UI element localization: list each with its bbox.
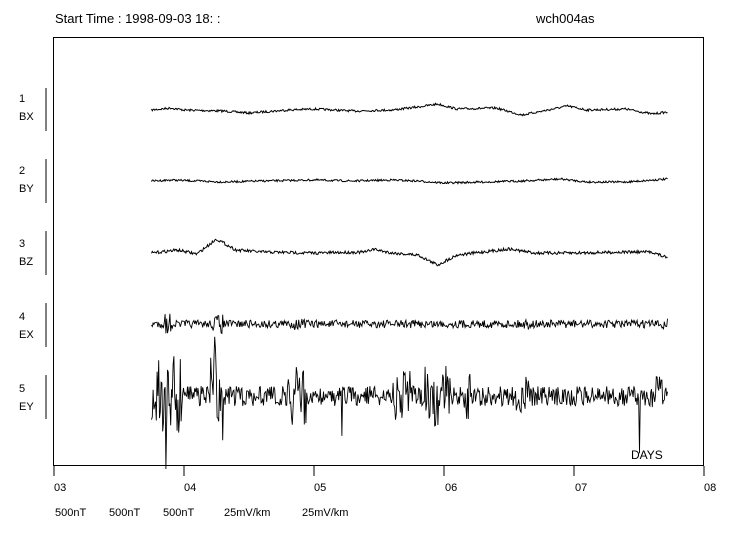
channel-name: BX [19,111,34,123]
x-tick-label: 07 [575,482,588,494]
scale-legend-item: 500nT [163,507,195,519]
channel-index: 4 [19,311,26,323]
x-tick-label: 04 [184,482,197,494]
channel-name: BY [19,183,34,195]
station-id: wch004as [536,11,595,26]
start-time-title: Start Time : 1998-09-03 18: : [55,11,221,26]
channel-name: EY [19,401,34,413]
trace-bx [151,102,668,117]
x-tick-label: 06 [445,482,458,494]
channel-name: EX [19,329,34,341]
scale-legend-item: 25mV/km [224,507,271,519]
plot-frame [53,37,704,466]
channel-index: 1 [19,93,26,105]
channel-name: BZ [19,256,34,268]
channel-index: 3 [19,238,26,250]
channel-index: 5 [19,383,26,395]
x-tick-label: 05 [314,482,327,494]
trace-by [151,177,668,185]
scale-legend-item: 25mV/km [302,507,349,519]
scale-legend-item: 500nT [55,507,87,519]
scale-legend-item: 500nT [109,507,141,519]
trace-ey [151,336,668,470]
trace-ex [151,313,668,335]
channel-index: 2 [19,165,26,177]
x-unit-label: DAYS [631,448,663,462]
x-tick-label: 03 [54,482,67,494]
trace-bz [151,238,668,267]
x-tick-label: 08 [704,482,717,494]
